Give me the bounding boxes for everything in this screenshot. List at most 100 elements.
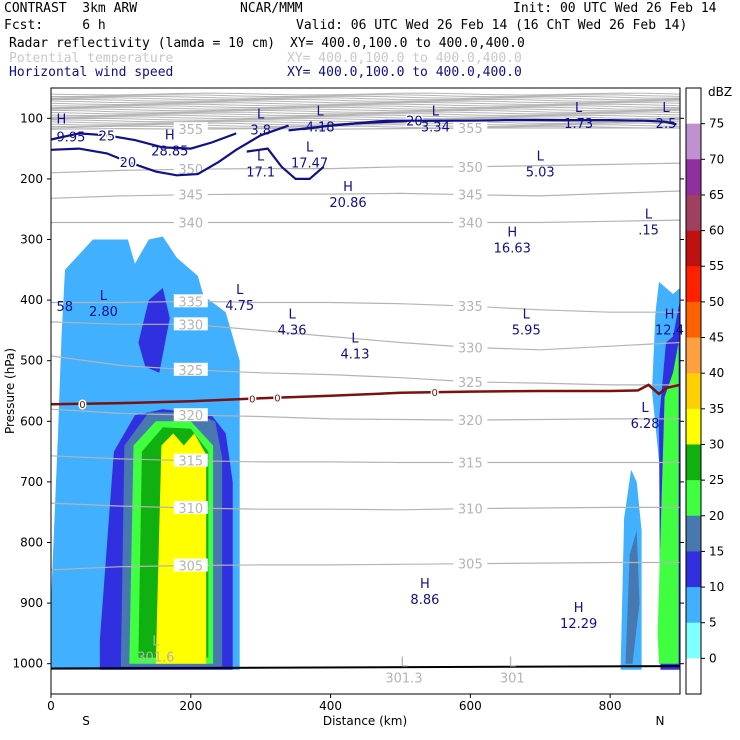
theta-extremum-value: 301 xyxy=(500,672,525,687)
theta-label-bg xyxy=(453,556,488,570)
wind-extremum-marker-L: L xyxy=(257,150,265,165)
wind-extremum-marker-L: L xyxy=(351,332,359,347)
plot-frame xyxy=(50,87,681,695)
y-tick-label: 200 xyxy=(20,172,43,186)
colorbar-tick-label: 20 xyxy=(709,509,724,523)
wind-extremum-value: 5.03 xyxy=(526,166,555,181)
theta-contour-350 xyxy=(51,162,680,174)
x-end-label-left: S xyxy=(82,714,90,728)
theta-label-bg xyxy=(173,317,208,331)
colorbar-swatch xyxy=(686,444,701,481)
field1-name: Radar reflectivity (lamda = 10 cm) xyxy=(9,36,276,51)
wind-contour-20 xyxy=(246,147,325,180)
stratosphere-contour-line xyxy=(51,97,680,101)
x-axis: 0 200 400 600 800 xyxy=(47,694,622,713)
colorbar-tick-label: 40 xyxy=(709,366,724,380)
theta-label-bg xyxy=(173,362,208,376)
theta-contour-355 xyxy=(51,127,680,130)
theta-extremum-value: 301.3 xyxy=(385,672,422,687)
wind-contour-label: 20 xyxy=(120,156,137,171)
colorbar-swatch xyxy=(686,515,701,552)
theta-contour-label: 325 xyxy=(458,376,483,391)
wind-extremum-marker-L: L xyxy=(662,101,670,116)
theta-contour-label: 315 xyxy=(458,457,483,472)
theta-contour-label: 315 xyxy=(178,455,203,470)
forecast-hour: Fcst: 6 h xyxy=(4,18,106,33)
colorbar-swatch xyxy=(686,88,701,125)
y-tick-label: 900 xyxy=(20,596,43,610)
wind-extremum-value: 20.86 xyxy=(329,196,366,211)
stratosphere-contour-line xyxy=(51,109,680,113)
colorbar-swatch xyxy=(686,622,701,659)
wind-extremum-marker-L: L xyxy=(288,307,296,322)
theta-contour-label: 335 xyxy=(178,295,203,310)
theta-label-bg xyxy=(453,187,488,201)
wind-extremum-marker-L: L xyxy=(523,307,531,322)
theta-label-bg xyxy=(173,122,208,136)
theta-label-bg xyxy=(173,215,208,229)
x-tick-label: 400 xyxy=(319,699,342,713)
theta-contour-label: 340 xyxy=(458,217,483,232)
wind-contour-label: 20 xyxy=(406,115,423,130)
wind-contour-25 xyxy=(51,132,237,150)
field2-name: Potential temperature xyxy=(9,51,174,66)
colorbar-swatch xyxy=(686,230,701,267)
wind-extremum-value: 8.86 xyxy=(410,593,439,608)
colorbar-swatch xyxy=(686,159,701,196)
colorbar-swatch xyxy=(686,373,701,410)
y-tick-label: 300 xyxy=(20,233,43,247)
reflectivity-cell-10dbz xyxy=(138,288,170,373)
field3-name: Horizontal wind speed xyxy=(9,65,174,80)
theta-contour-330 xyxy=(51,321,680,351)
stratosphere-contour-line xyxy=(51,114,680,118)
colorbar-tick-label: 50 xyxy=(709,295,724,309)
institution-label: NCAR/MMM xyxy=(240,1,303,16)
theta-label-bg xyxy=(453,374,488,388)
wind-extremum-marker-L: L xyxy=(641,401,649,416)
theta-label-bg xyxy=(173,294,208,308)
theta-label-bg xyxy=(173,408,208,422)
wind-extremum-marker-L: L xyxy=(100,289,108,304)
zero-line-label: 0 xyxy=(249,395,255,406)
theta-contour-label: 325 xyxy=(178,364,203,379)
stratosphere-contour-line xyxy=(51,106,680,110)
theta-contour-label: 330 xyxy=(458,341,483,356)
stratosphere-contour-line xyxy=(51,105,680,109)
theta-label-bg xyxy=(453,120,488,134)
stratosphere-contour-line xyxy=(51,108,680,112)
init-time: Init: 00 UTC Wed 26 Feb 14 xyxy=(513,1,717,16)
theta-contour-label: 345 xyxy=(178,189,203,204)
stratosphere-contour-line xyxy=(51,111,680,115)
theta-label-bg xyxy=(453,455,488,469)
colorbar-swatch xyxy=(686,658,701,695)
theta-label-bg xyxy=(173,500,208,514)
theta-label-bg xyxy=(453,159,488,173)
wind-extremum-value: 2.80 xyxy=(89,305,118,320)
wind-contours: 25 20 20 xyxy=(51,113,677,180)
field1-xy: XY= 400.0,100.0 to 400.0,400.0 xyxy=(290,36,525,51)
theta-extremum-marker-L: L xyxy=(509,656,517,671)
colorbar-tick-label: 60 xyxy=(709,224,724,238)
stratosphere-contour-line xyxy=(51,124,680,128)
theta-label-bg xyxy=(453,413,488,427)
theta-contour-310 xyxy=(51,502,680,511)
theta-contour-label: 305 xyxy=(178,560,203,575)
field2-xy: XY= 400.0,100.0 to 400.0,400.0 xyxy=(287,51,522,66)
reflectivity-cell-15dbz xyxy=(625,530,640,664)
colorbar-tick-label: 25 xyxy=(709,473,724,487)
theta-contour-315 xyxy=(51,455,680,464)
wind-extremum-value: 3.8 xyxy=(250,123,271,138)
theta-extremum-value: 301.6 xyxy=(137,651,174,666)
colorbar-tick-label: 70 xyxy=(709,152,724,166)
wind-extremum-marker-L: L xyxy=(236,283,244,298)
theta-label-bg xyxy=(453,501,488,515)
field3-xy: XY= 400.0,100.0 to 400.0,400.0 xyxy=(287,65,522,80)
wind-extremum-value: 3.34 xyxy=(421,120,450,135)
zero-line-label: 0 xyxy=(79,400,85,411)
edge-label: 58 xyxy=(56,300,73,315)
theta-contour-label: 355 xyxy=(458,122,483,137)
theta-contour-label: 320 xyxy=(178,409,203,424)
